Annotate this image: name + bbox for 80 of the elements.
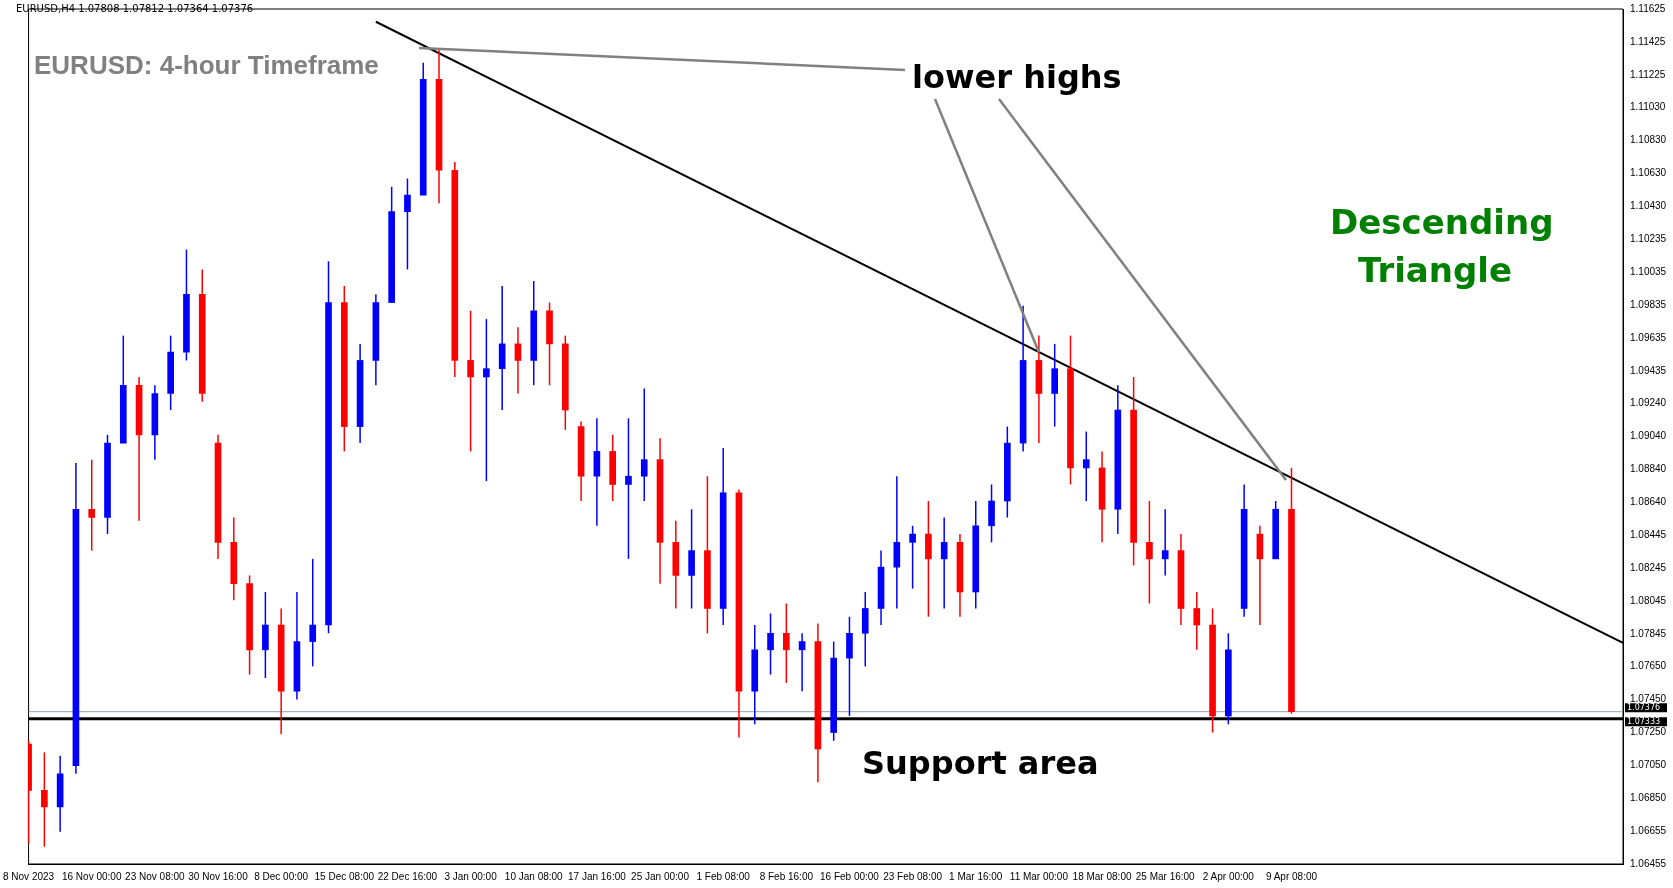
y-tick-label: 1.11425 bbox=[1630, 35, 1666, 47]
x-tick-label: 18 Mar 08:00 bbox=[1072, 870, 1132, 882]
candlestick bbox=[704, 475, 711, 635]
annotation: EURUSD,H4 1.07808 1.07812 1.07364 1.07376 bbox=[16, 3, 254, 14]
candlestick bbox=[1130, 376, 1137, 567]
candlestick bbox=[88, 458, 96, 552]
x-tick-label: 2 Apr 00:00 bbox=[1202, 870, 1255, 882]
x-tick-label: 10 Jan 08:00 bbox=[504, 870, 564, 882]
y-tick-label: 1.08840 bbox=[1630, 463, 1667, 475]
y-tick-label: 1.09240 bbox=[1630, 397, 1667, 409]
x-tick-label: 15 Dec 08:00 bbox=[314, 870, 375, 882]
ref-line-label: 1.07333 bbox=[1627, 716, 1661, 726]
y-tick-label: 1.10430 bbox=[1630, 200, 1667, 212]
candlestick bbox=[609, 434, 616, 502]
candlestick bbox=[167, 334, 174, 411]
x-tick-label: 1 Mar 16:00 bbox=[949, 870, 1003, 882]
y-tick-label: 1.07050 bbox=[1630, 759, 1667, 771]
candlestick bbox=[688, 508, 695, 610]
candlestick bbox=[325, 260, 332, 635]
y-tick-label: 1.10630 bbox=[1630, 167, 1667, 179]
candlestick bbox=[830, 640, 838, 742]
x-tick-label: 25 Mar 16:00 bbox=[1135, 870, 1196, 882]
x-tick-label: 25 Jan 00:00 bbox=[631, 870, 690, 882]
candlestick bbox=[625, 417, 632, 560]
y-tick-label: 1.11225 bbox=[1630, 68, 1666, 80]
candlestick bbox=[1288, 467, 1295, 715]
y-tick-label: 1.09835 bbox=[1630, 298, 1667, 310]
y-tick-label: 1.11030 bbox=[1630, 101, 1666, 113]
y-tick-label: 1.06655 bbox=[1630, 824, 1667, 836]
x-tick-label: 22 Dec 16:00 bbox=[377, 870, 438, 882]
y-tick-label: 1.07450 bbox=[1630, 693, 1667, 705]
x-tick-label: 9 Apr 08:00 bbox=[1265, 870, 1318, 882]
candlestick bbox=[388, 186, 395, 304]
candlestick bbox=[861, 591, 869, 668]
candlestick bbox=[1209, 607, 1216, 734]
candlestick bbox=[530, 280, 538, 386]
candlestick bbox=[1067, 334, 1074, 486]
x-tick-label: 11 Mar 00:00 bbox=[1009, 870, 1069, 882]
candlestick bbox=[1082, 430, 1090, 502]
text: EURUSD: 4-hour Timeframe bbox=[34, 50, 379, 81]
y-tick-label: 1.11625 bbox=[1630, 2, 1666, 14]
ref-line-label: 1.07376 bbox=[1627, 702, 1661, 712]
x-tick-label: 23 Feb 08:00 bbox=[883, 870, 943, 882]
y-tick-label: 1.09435 bbox=[1630, 364, 1667, 376]
x-tick-label: 1 Feb 08:00 bbox=[696, 870, 751, 882]
candlestick bbox=[909, 525, 916, 590]
x-tick-label: 8 Feb 16:00 bbox=[759, 870, 814, 882]
y-tick-label: 1.10035 bbox=[1630, 265, 1667, 277]
candlestick bbox=[340, 285, 348, 453]
y-tick-label: 1.10235 bbox=[1630, 232, 1667, 244]
x-tick-label: 30 Nov 16:00 bbox=[188, 870, 249, 882]
y-tick-label: 1.09635 bbox=[1630, 331, 1667, 343]
x-tick-label: 16 Feb 00:00 bbox=[820, 870, 880, 882]
annotation: lower highs bbox=[912, 58, 1122, 96]
y-tick-label: 1.06850 bbox=[1630, 792, 1667, 804]
y-tick-label: 1.06455 bbox=[1630, 857, 1667, 869]
x-tick-label: 3 Jan 00:00 bbox=[444, 870, 498, 882]
candlestick bbox=[246, 574, 253, 676]
y-tick-label: 1.09040 bbox=[1630, 430, 1667, 442]
candlestick bbox=[483, 318, 490, 482]
candlestick bbox=[546, 301, 553, 386]
x-tick-label: 17 Jan 16:00 bbox=[567, 870, 627, 882]
x-tick-label: 23 Nov 08:00 bbox=[125, 870, 186, 882]
candlestick bbox=[1051, 343, 1059, 428]
candlestick bbox=[104, 434, 111, 535]
y-tick-label: 1.10830 bbox=[1630, 134, 1667, 146]
y-tick-label: 1.08245 bbox=[1630, 561, 1667, 573]
candlestick bbox=[751, 624, 759, 726]
x-tick-label: 8 Dec 00:00 bbox=[254, 870, 309, 882]
y-tick-label: 1.07845 bbox=[1630, 627, 1667, 639]
x-tick-label: 16 Nov 00:00 bbox=[61, 870, 122, 882]
y-tick-label: 1.07250 bbox=[1630, 726, 1667, 738]
y-tick-label: 1.08445 bbox=[1630, 528, 1667, 540]
candlestick bbox=[1272, 500, 1280, 560]
annotation: Descending Triangle bbox=[1330, 201, 1554, 292]
x-tick-label: 8 Nov 2023 bbox=[3, 870, 55, 882]
annotation: Support area bbox=[862, 744, 1099, 782]
y-tick-label: 1.08640 bbox=[1630, 496, 1667, 508]
y-tick-label: 1.08045 bbox=[1630, 594, 1667, 606]
y-tick-label: 1.07650 bbox=[1630, 660, 1667, 672]
